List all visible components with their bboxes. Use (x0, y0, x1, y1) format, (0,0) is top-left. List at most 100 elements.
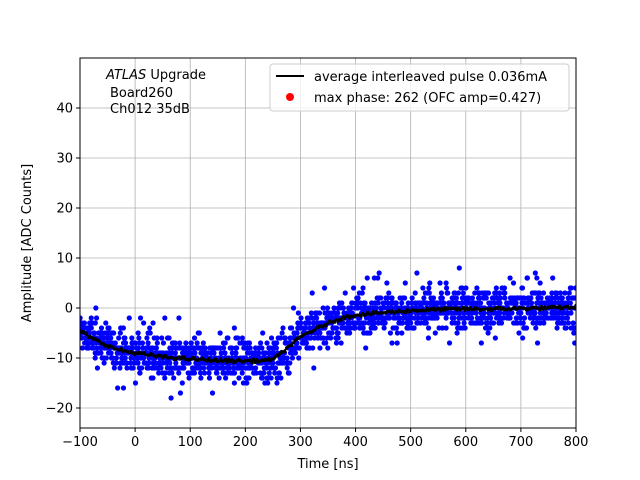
average-pulse-point (161, 356, 165, 360)
sample-point (517, 315, 523, 321)
sample-point (568, 310, 574, 316)
sample-point (331, 305, 337, 311)
sample-point (124, 360, 130, 366)
sample-point (92, 320, 98, 326)
sample-point (483, 295, 489, 301)
sample-point (141, 355, 147, 361)
sample-point (445, 290, 451, 296)
sample-point (456, 265, 462, 271)
sample-point (172, 350, 178, 356)
sample-point (101, 360, 107, 366)
average-pulse-point (142, 351, 147, 355)
sample-point (324, 335, 330, 341)
sample-point (323, 340, 329, 346)
legend-label-max-phase: max phase: 262 (OFC amp=0.427) (314, 91, 541, 106)
sample-point (420, 285, 426, 291)
sample-point (233, 350, 239, 356)
average-pulse-point (159, 354, 163, 358)
x-tick-label: 500 (398, 435, 423, 450)
sample-point (409, 295, 415, 301)
average-pulse-point (213, 357, 218, 361)
sample-point (352, 325, 358, 331)
sample-point (401, 295, 408, 301)
sample-point (135, 360, 141, 366)
sample-point (179, 380, 185, 386)
sample-point (572, 325, 576, 331)
average-pulse-point (225, 360, 229, 364)
average-pulse-point (291, 341, 295, 345)
sample-point (397, 315, 403, 321)
sample-point (129, 335, 135, 341)
sample-point (384, 280, 390, 286)
sample-point (451, 315, 457, 321)
sample-point (239, 370, 245, 376)
sample-point (571, 330, 576, 336)
sample-point (375, 275, 381, 281)
sample-point (567, 300, 573, 306)
sample-point (389, 295, 395, 301)
sample-point (455, 320, 461, 326)
sample-point (364, 275, 370, 281)
average-pulse-point (290, 343, 294, 348)
x-tick-label: 600 (453, 435, 478, 450)
sample-point (235, 335, 241, 341)
sample-point (317, 345, 323, 351)
sample-point (328, 335, 334, 341)
average-pulse-point (250, 360, 254, 365)
sample-point (208, 365, 215, 371)
sample-point (124, 365, 130, 371)
sample-point (222, 350, 228, 356)
average-pulse-point (541, 307, 545, 311)
sample-point (363, 345, 369, 351)
sample-point (347, 330, 353, 336)
sample-point (292, 350, 298, 356)
sample-point (220, 365, 226, 371)
sample-point (325, 345, 331, 351)
sample-point (388, 305, 395, 311)
sample-point (349, 300, 355, 306)
sample-point (231, 370, 238, 376)
sample-point (289, 325, 295, 331)
sample-point (524, 275, 530, 281)
sample-point (303, 325, 309, 331)
sample-point (259, 345, 265, 351)
sample-point (402, 280, 408, 286)
sample-point (274, 340, 280, 346)
sample-point (339, 300, 345, 306)
sample-point (145, 340, 151, 346)
average-pulse-point (205, 359, 209, 363)
sample-point (192, 350, 198, 356)
sample-point (490, 320, 497, 326)
sample-point (135, 330, 141, 336)
annotation-line1: ATLAS Upgrade (105, 68, 206, 83)
sample-point (264, 340, 270, 346)
average-pulse-point (313, 328, 317, 332)
average-pulse-point (207, 356, 211, 361)
sample-point (172, 340, 178, 346)
sample-point (108, 335, 114, 341)
sample-point (92, 355, 98, 361)
sample-point (387, 330, 394, 336)
sample-point (211, 350, 217, 356)
sample-point (246, 375, 252, 381)
sample-point (298, 315, 304, 321)
sample-point (497, 300, 503, 306)
sample-point (426, 285, 432, 291)
sample-point (169, 370, 175, 376)
sample-point (520, 335, 526, 341)
sample-point (106, 325, 112, 331)
sample-point (270, 360, 276, 366)
sample-point (202, 345, 208, 351)
average-pulse-point (252, 357, 256, 361)
average-pulse-point (423, 309, 428, 313)
sample-point (550, 275, 556, 281)
sample-point (284, 355, 290, 361)
sample-point (310, 345, 316, 351)
sample-point (176, 315, 182, 321)
sample-point (176, 370, 182, 376)
sample-point (86, 345, 92, 351)
sample-point (346, 320, 353, 326)
sample-point (540, 290, 547, 296)
sample-point (425, 335, 432, 341)
sample-point (145, 365, 152, 371)
